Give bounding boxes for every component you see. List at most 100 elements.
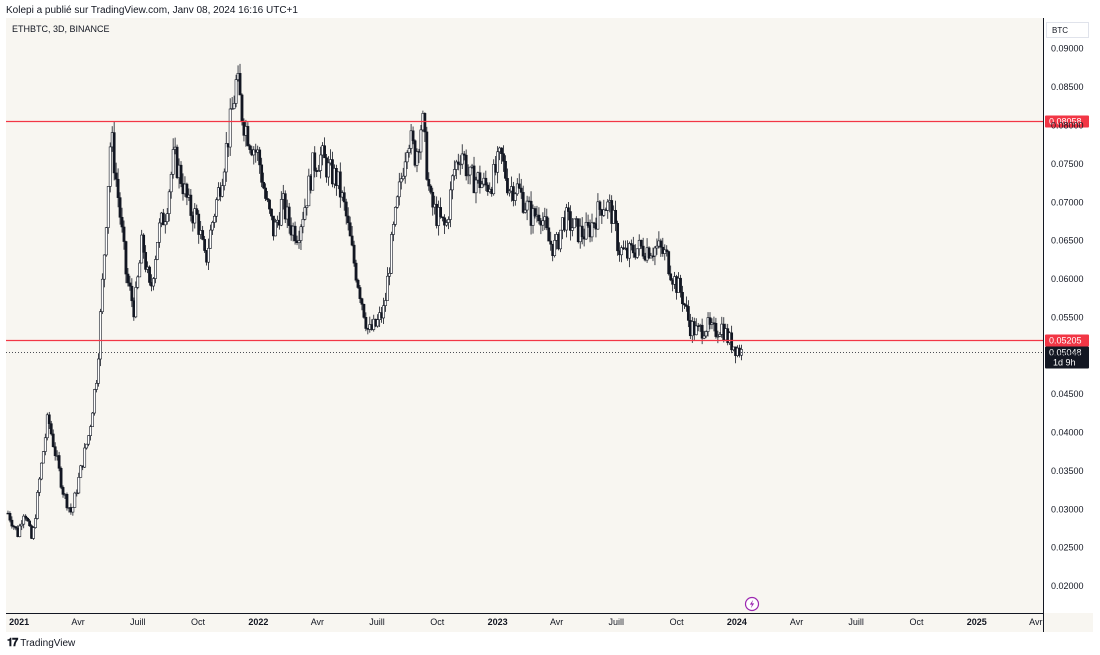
- chart-background: [6, 18, 1043, 613]
- tradingview-logo[interactable]: 𝟏𝟕 TradingView: [7, 637, 75, 650]
- candle: [51, 429, 55, 448]
- candle: [87, 435, 90, 447]
- candle: [702, 330, 706, 340]
- candle: [305, 205, 309, 216]
- candle: [49, 420, 53, 436]
- candle: [704, 330, 708, 339]
- candle: [24, 514, 28, 521]
- price-tick-label: 0.08500: [1051, 82, 1084, 92]
- candle: [590, 213, 594, 242]
- candle-series: [6, 63, 743, 540]
- candle: [185, 182, 189, 206]
- candle: [83, 443, 87, 468]
- candle: [480, 180, 484, 189]
- candle: [258, 146, 262, 174]
- candle: [28, 518, 31, 527]
- candle: [620, 245, 623, 263]
- candle: [43, 433, 47, 456]
- candle: [14, 526, 18, 531]
- time-tick-label: Avr: [311, 617, 324, 627]
- candle: [268, 198, 271, 214]
- candle: [8, 511, 12, 523]
- candle: [303, 198, 307, 221]
- candle: [525, 195, 529, 221]
- candle: [694, 318, 698, 336]
- candle: [59, 466, 63, 490]
- candle: [537, 207, 541, 225]
- candle: [197, 210, 201, 244]
- candle: [629, 239, 633, 251]
- candle: [106, 186, 110, 234]
- candle: [614, 200, 618, 232]
- candle: [260, 157, 264, 188]
- candle: [75, 489, 79, 497]
- candle: [38, 476, 41, 497]
- candle: [279, 191, 283, 227]
- candle: [395, 195, 399, 209]
- bar-countdown-label: 1d 9h: [1053, 358, 1076, 368]
- time-tick-label: Oct: [191, 617, 206, 627]
- published-by-text: Kolepi a publié sur TradingView.com, Jan…: [6, 5, 298, 16]
- price-tick-label: 0.07000: [1051, 197, 1084, 207]
- price-axis[interactable]: 0.09000 0.08500 0.08000 0.07500 0.07000 0.065…: [1051, 44, 1084, 591]
- price-tick-label: 0.02500: [1051, 543, 1084, 553]
- candle: [454, 159, 458, 180]
- candle: [508, 188, 511, 197]
- candle: [401, 167, 405, 181]
- candle: [161, 208, 165, 226]
- candle: [504, 155, 507, 181]
- candle: [79, 464, 83, 478]
- candle: [547, 217, 551, 242]
- lightning-icon[interactable]: [744, 596, 760, 612]
- level-price-tag[interactable]: 0.05205: [1045, 334, 1089, 347]
- time-tick-label: Juill: [369, 617, 385, 627]
- candle: [89, 424, 92, 441]
- price-tick-label: 0.06500: [1051, 236, 1084, 246]
- candle: [549, 231, 553, 251]
- candle: [452, 160, 456, 181]
- candle: [592, 221, 596, 229]
- candle: [207, 238, 210, 270]
- candle: [427, 172, 431, 191]
- candle: [20, 520, 24, 531]
- price-tick-label: 0.09000: [1051, 44, 1084, 54]
- candle: [201, 225, 205, 241]
- candle: [405, 150, 409, 170]
- candle: [77, 472, 81, 495]
- level-price-tag[interactable]: 0.08058: [1045, 115, 1089, 128]
- candle: [425, 126, 429, 181]
- candle: [307, 168, 311, 207]
- candle: [136, 275, 140, 290]
- svg-text:0.08058: 0.08058: [1049, 117, 1082, 127]
- candle: [568, 205, 572, 241]
- candle: [203, 235, 207, 253]
- currency-label[interactable]: BTC: [1046, 22, 1089, 38]
- candle: [462, 150, 466, 161]
- candle: [523, 202, 527, 214]
- time-tick-label: Avr: [71, 617, 84, 627]
- candle: [533, 206, 537, 219]
- time-tick-label: 2025: [967, 617, 987, 627]
- candle: [122, 220, 126, 250]
- time-axis[interactable]: 2021 Avr Juill Oct 2022 Avr Juill Oct 2023 Avr Jui…: [9, 617, 1042, 627]
- candle: [388, 267, 391, 286]
- candle: [584, 212, 588, 240]
- candle: [126, 267, 130, 287]
- candle: [496, 146, 500, 184]
- candle: [627, 241, 631, 268]
- candle: [327, 156, 330, 186]
- candle: [85, 443, 89, 450]
- time-tick-label: Avr: [790, 617, 803, 627]
- candle: [297, 230, 301, 249]
- symbol-label[interactable]: ETHBTC, 3D, BINANCE: [12, 24, 110, 34]
- candle: [240, 93, 244, 126]
- chart-frame[interactable]: 0.08058 0.05205 0.05048 1d 9h 0.09000 0.0850…: [6, 18, 1093, 632]
- candle: [376, 314, 380, 328]
- time-tick-label: Oct: [670, 617, 685, 627]
- candle: [338, 162, 342, 208]
- candle: [411, 126, 415, 145]
- candle: [264, 183, 267, 201]
